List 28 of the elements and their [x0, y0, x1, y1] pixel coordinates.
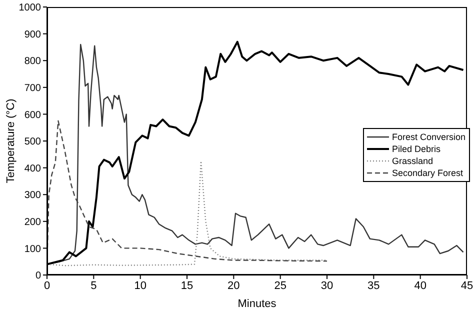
x-tick-label: 5: [90, 280, 97, 292]
y-tick-label: 900: [24, 29, 42, 40]
y-tick-label: 600: [24, 110, 42, 121]
x-tick-label: 10: [134, 280, 146, 292]
y-tick-label: 200: [24, 216, 42, 228]
y-tick-label: 400: [24, 163, 42, 174]
y-tick-label: 300: [24, 190, 42, 202]
x-tick-label: 15: [180, 280, 194, 292]
x-tick-label: 40: [414, 280, 426, 292]
x-tick-label: 25: [274, 280, 286, 292]
y-tick-label: 500: [24, 136, 42, 148]
y-tick-label: 800: [24, 56, 42, 68]
legend-label: Forest Conversion: [392, 132, 466, 142]
x-tick-label: 35: [368, 280, 380, 292]
line-series: [47, 160, 328, 266]
x-axis-title: Minutes: [238, 298, 277, 310]
legend-label: Grassland: [392, 156, 434, 166]
legend-label: Piled Debris: [392, 144, 441, 154]
y-axis-title: Temperature (°C): [4, 98, 17, 184]
legend-label: Secondary Forest: [392, 168, 464, 178]
x-tick-label: 45: [460, 280, 474, 292]
y-tick-label: 0: [35, 270, 42, 282]
y-tick-label: 1000: [18, 2, 42, 14]
y-tick-label: 100: [24, 244, 42, 255]
x-tick-label: 30: [320, 280, 334, 292]
y-tick-label: 700: [24, 82, 42, 94]
x-tick-label: 0: [44, 280, 50, 292]
x-tick-label: 20: [228, 280, 240, 292]
